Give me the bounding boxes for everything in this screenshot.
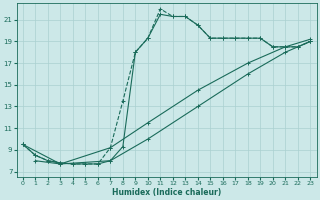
X-axis label: Humidex (Indice chaleur): Humidex (Indice chaleur) [112,188,221,197]
